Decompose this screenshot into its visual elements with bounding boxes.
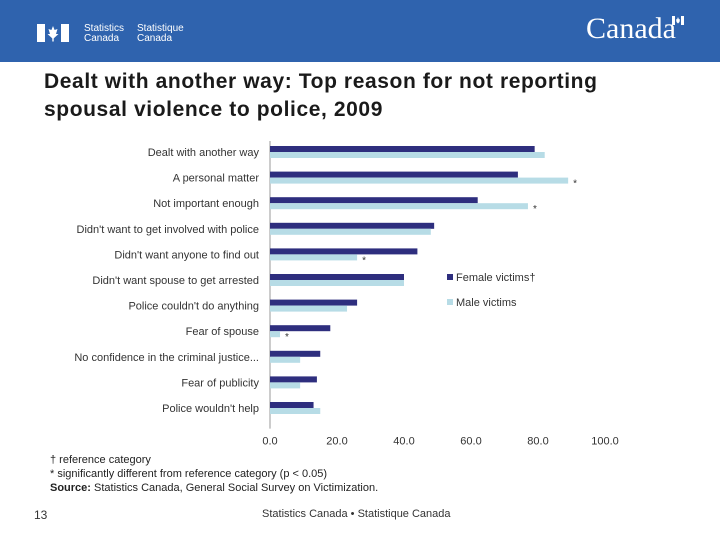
bar-male xyxy=(270,305,348,312)
source-note: Source: Statistics Canada, General Socia… xyxy=(50,481,378,495)
canada-wordmark: Canada xyxy=(586,12,676,46)
wordmark-text: Canad xyxy=(586,12,663,45)
category-label: No confidence in the criminal justice... xyxy=(74,352,259,364)
bar-male xyxy=(270,152,545,158)
x-tick-label: 80.0 xyxy=(527,436,548,445)
category-label: Fear of publicity xyxy=(181,377,259,389)
x-tick-label: 100.0 xyxy=(591,436,619,445)
chart-notes: † reference category * significantly dif… xyxy=(50,453,378,495)
category-label: Didn't want spouse to get arrested xyxy=(92,275,259,287)
x-tick-label: 60.0 xyxy=(460,436,481,445)
header-banner: Statistics Canada Statistique Canada Can… xyxy=(0,0,720,62)
bar-male xyxy=(270,177,569,184)
category-label: Dealt with another way xyxy=(148,147,260,159)
statistics-line2: Canada xyxy=(84,33,120,44)
chart-legend: Female victims† Male victims xyxy=(447,272,535,309)
statistique-line2: Canada xyxy=(137,33,173,44)
bar-male xyxy=(270,228,431,235)
slide-title: Dealt with another way: Top reason for n… xyxy=(44,70,598,121)
category-labels: Dealt with another way A personal matter N… xyxy=(74,147,259,415)
significance-marker: * xyxy=(573,179,577,190)
statistique-line1: Statistique xyxy=(137,23,184,34)
chart-bars xyxy=(270,146,569,414)
bar-female xyxy=(270,171,518,178)
bar-male xyxy=(270,356,301,363)
statistics-line1: Statistics xyxy=(84,23,125,34)
bar-female xyxy=(270,299,358,306)
bar-female xyxy=(270,274,404,280)
significance-marker: * xyxy=(362,255,366,266)
x-axis-ticks: 0.0 20.0 40.0 60.0 80.0 100.0 xyxy=(262,436,618,445)
reference-note: † reference category xyxy=(50,454,151,466)
category-label: Police wouldn't help xyxy=(162,403,259,415)
bar-female xyxy=(270,376,317,383)
statistique-canada-fr: Statistique Canada xyxy=(137,24,184,44)
category-label: Didn't want anyone to find out xyxy=(114,249,259,261)
bar-female xyxy=(270,197,478,204)
legend-label-female: Female victims† xyxy=(456,272,535,284)
legend-label-male: Male victims xyxy=(456,297,517,309)
x-tick-label: 0.0 xyxy=(262,436,277,445)
canada-flag-icon xyxy=(37,24,69,42)
category-label: Police couldn't do anything xyxy=(128,301,259,313)
bar-female xyxy=(270,248,418,255)
category-label: A personal matter xyxy=(173,173,260,185)
legend-swatch-female xyxy=(447,274,453,280)
bar-male xyxy=(270,203,528,210)
bar-female xyxy=(270,402,314,408)
statistics-canada-en: Statistics Canada xyxy=(84,24,124,44)
category-label: Not important enough xyxy=(153,198,259,210)
bar-male xyxy=(270,331,281,338)
source-label: Source: xyxy=(50,482,91,494)
bar-female xyxy=(270,325,331,332)
significance-marker: * xyxy=(533,204,537,215)
bar-female xyxy=(270,146,535,152)
bar-male xyxy=(270,382,301,389)
category-label: Didn't want to get involved with police xyxy=(77,224,259,236)
bar-male xyxy=(270,408,321,414)
significance-markers: * * * * xyxy=(285,179,577,344)
x-tick-label: 20.0 xyxy=(326,436,347,445)
x-tick-label: 40.0 xyxy=(393,436,414,445)
significance-marker: * xyxy=(285,332,289,343)
bar-female xyxy=(270,222,435,229)
source-text: Statistics Canada, General Social Survey… xyxy=(90,482,379,494)
bar-chart: Dealt with another way A personal matter N… xyxy=(74,141,619,445)
page-number: 13 xyxy=(34,508,48,522)
wordmark-flag-icon xyxy=(672,16,684,25)
significance-note: * significantly different from reference… xyxy=(50,468,328,480)
bar-female xyxy=(270,350,321,357)
bar-male xyxy=(270,280,404,286)
legend-swatch-male xyxy=(447,299,453,305)
category-label: Fear of spouse xyxy=(186,326,259,338)
footer-text: Statistics Canada • Statistique Canada xyxy=(262,508,451,520)
bar-male xyxy=(270,254,358,261)
